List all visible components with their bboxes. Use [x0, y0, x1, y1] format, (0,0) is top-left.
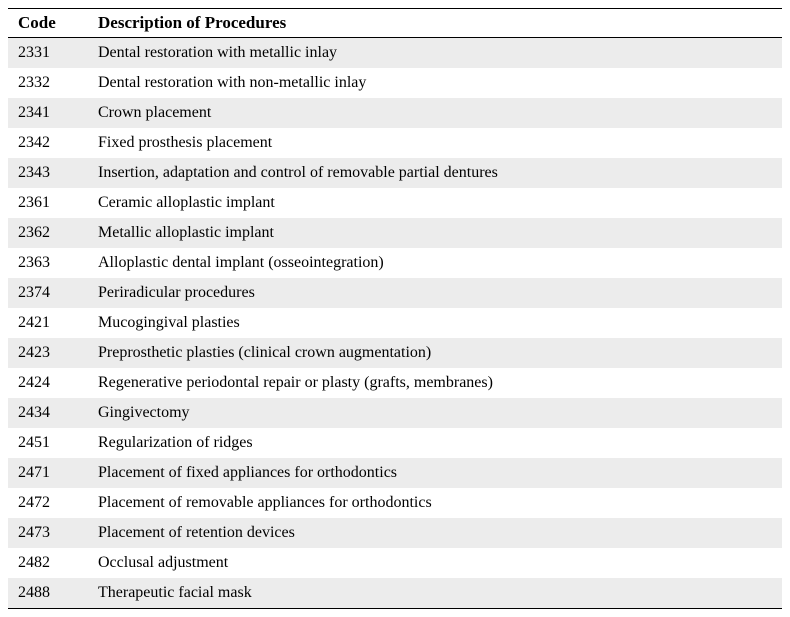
cell-code: 2423 [8, 338, 96, 368]
table-row: 2471 Placement of fixed appliances for o… [8, 458, 782, 488]
cell-description: Placement of retention devices [96, 518, 782, 548]
cell-code: 2362 [8, 218, 96, 248]
cell-code: 2343 [8, 158, 96, 188]
cell-code: 2434 [8, 398, 96, 428]
cell-description: Dental restoration with metallic inlay [96, 38, 782, 69]
table-row: 2362 Metallic alloplastic implant [8, 218, 782, 248]
cell-code: 2363 [8, 248, 96, 278]
table-row: 2374 Periradicular procedures [8, 278, 782, 308]
table-body: 2331 Dental restoration with metallic in… [8, 38, 782, 609]
cell-code: 2332 [8, 68, 96, 98]
cell-description: Placement of removable appliances for or… [96, 488, 782, 518]
cell-description: Ceramic alloplastic implant [96, 188, 782, 218]
cell-code: 2341 [8, 98, 96, 128]
cell-description: Crown placement [96, 98, 782, 128]
cell-code: 2482 [8, 548, 96, 578]
cell-code: 2471 [8, 458, 96, 488]
table-row: 2451 Regularization of ridges [8, 428, 782, 458]
table-row: 2421 Mucogingival plasties [8, 308, 782, 338]
cell-code: 2374 [8, 278, 96, 308]
cell-description: Metallic alloplastic implant [96, 218, 782, 248]
cell-code: 2342 [8, 128, 96, 158]
table-row: 2473 Placement of retention devices [8, 518, 782, 548]
table-row: 2423 Preprosthetic plasties (clinical cr… [8, 338, 782, 368]
cell-description: Regenerative periodontal repair or plast… [96, 368, 782, 398]
cell-code: 2451 [8, 428, 96, 458]
cell-description: Alloplastic dental implant (osseointegra… [96, 248, 782, 278]
cell-code: 2472 [8, 488, 96, 518]
procedures-table: Code Description of Procedures 2331 Dent… [8, 8, 782, 609]
cell-code: 2424 [8, 368, 96, 398]
table-row: 2343 Insertion, adaptation and control o… [8, 158, 782, 188]
header-code: Code [8, 9, 96, 38]
cell-code: 2361 [8, 188, 96, 218]
table-header-row: Code Description of Procedures [8, 9, 782, 38]
table-row: 2361 Ceramic alloplastic implant [8, 188, 782, 218]
cell-description: Periradicular procedures [96, 278, 782, 308]
cell-description: Dental restoration with non-metallic inl… [96, 68, 782, 98]
cell-description: Fixed prosthesis placement [96, 128, 782, 158]
table-row: 2331 Dental restoration with metallic in… [8, 38, 782, 69]
table-row: 2342 Fixed prosthesis placement [8, 128, 782, 158]
header-description: Description of Procedures [96, 9, 782, 38]
table-row: 2363 Alloplastic dental implant (osseoin… [8, 248, 782, 278]
table-row: 2482 Occlusal adjustment [8, 548, 782, 578]
cell-code: 2331 [8, 38, 96, 69]
table-row: 2332 Dental restoration with non-metalli… [8, 68, 782, 98]
table-row: 2424 Regenerative periodontal repair or … [8, 368, 782, 398]
cell-code: 2421 [8, 308, 96, 338]
table-row: 2434 Gingivectomy [8, 398, 782, 428]
cell-description: Regularization of ridges [96, 428, 782, 458]
table-row: 2472 Placement of removable appliances f… [8, 488, 782, 518]
cell-description: Mucogingival plasties [96, 308, 782, 338]
cell-description: Placement of fixed appliances for orthod… [96, 458, 782, 488]
cell-description: Preprosthetic plasties (clinical crown a… [96, 338, 782, 368]
cell-description: Insertion, adaptation and control of rem… [96, 158, 782, 188]
cell-description: Gingivectomy [96, 398, 782, 428]
table-row: 2341 Crown placement [8, 98, 782, 128]
cell-description: Occlusal adjustment [96, 548, 782, 578]
cell-code: 2473 [8, 518, 96, 548]
